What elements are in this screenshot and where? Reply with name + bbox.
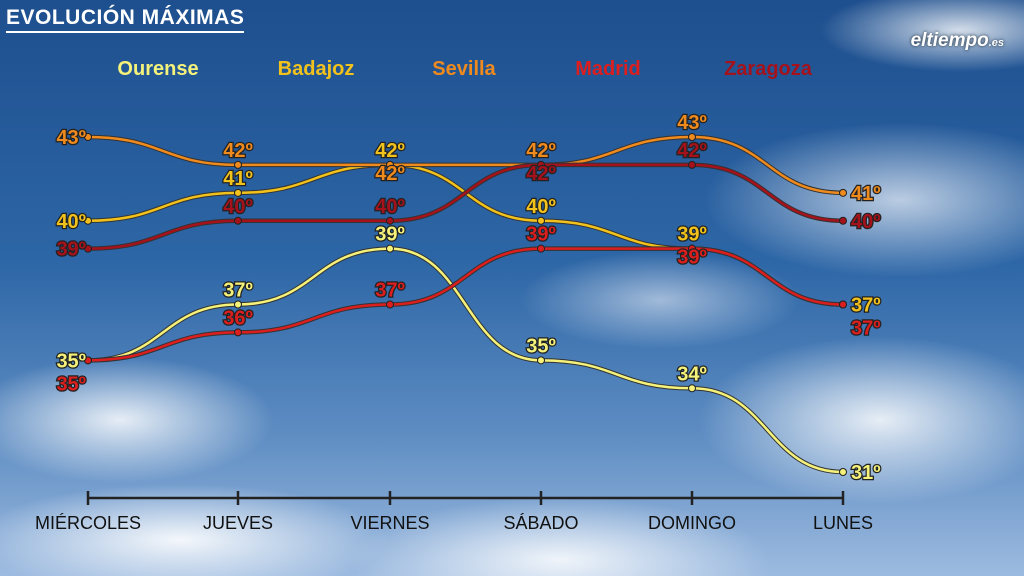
series-outline <box>87 162 844 307</box>
legend-badajoz: Badajoz <box>278 58 355 80</box>
data-label-sevilla: 42º <box>223 140 253 162</box>
data-label-badajoz: 40º <box>56 211 86 233</box>
data-point <box>839 468 847 476</box>
data-point <box>84 216 92 225</box>
data-point <box>386 244 394 253</box>
data-label-sevilla: 42º <box>375 163 405 185</box>
legend-zaragoza: Zaragoza <box>724 58 813 80</box>
x-tick-label: DOMINGO <box>648 513 736 533</box>
data-point <box>537 244 545 253</box>
data-label-badajoz: 42º <box>375 140 405 162</box>
data-label-zaragoza: 40º <box>375 196 405 218</box>
data-label-zaragoza: 40º <box>851 211 881 233</box>
data-label-madrid: 35º <box>56 373 86 395</box>
legend-madrid: Madrid <box>575 58 641 80</box>
x-tick-label: SÁBADO <box>503 513 578 533</box>
data-label-sevilla: 41º <box>851 183 881 205</box>
page-title: EVOLUCIÓN MÁXIMAS <box>6 6 245 33</box>
data-point <box>537 160 545 169</box>
data-point <box>688 160 696 169</box>
legend-sevilla: Sevilla <box>432 58 496 80</box>
data-label-madrid: 37º <box>375 280 405 302</box>
data-label-madrid: 39º <box>526 224 556 246</box>
series-line-sevilla <box>87 135 844 195</box>
data-label-zaragoza: 42º <box>526 163 556 185</box>
data-label-ourense: 35º <box>526 335 556 357</box>
data-point <box>839 300 847 309</box>
data-label-badajoz: 40º <box>526 196 556 218</box>
series-line-zaragoza <box>87 163 844 250</box>
data-point <box>234 328 242 337</box>
logo-text: eltiempo <box>910 30 989 51</box>
series-outline <box>87 246 844 475</box>
data-label-ourense: 35º <box>56 350 86 372</box>
data-label-madrid: 39º <box>677 247 707 269</box>
data-point <box>386 160 394 169</box>
data-label-ourense: 37º <box>223 280 253 302</box>
data-label-sevilla: 42º <box>526 140 556 162</box>
data-point <box>688 244 696 253</box>
data-label-ourense: 31º <box>851 462 881 484</box>
data-point <box>234 300 242 309</box>
data-label-zaragoza: 42º <box>677 140 707 162</box>
data-point <box>234 216 242 225</box>
series-line-madrid <box>87 247 844 362</box>
x-tick-label: LUNES <box>813 513 873 533</box>
data-point <box>234 188 242 197</box>
data-point <box>688 384 696 393</box>
data-label-madrid: 36º <box>223 307 253 329</box>
x-tick-label: MIÉRCOLES <box>35 513 141 533</box>
data-label-ourense: 34º <box>677 363 707 385</box>
series-line-badajoz <box>87 163 844 306</box>
data-label-badajoz: 39º <box>677 224 707 246</box>
data-point <box>839 188 847 197</box>
data-label-zaragoza: 40º <box>223 196 253 218</box>
data-point <box>688 133 696 141</box>
data-point <box>84 356 92 365</box>
series-outline <box>87 162 844 251</box>
data-point <box>839 216 847 225</box>
data-label-zaragoza: 39º <box>56 239 86 261</box>
x-tick-label: VIERNES <box>350 513 429 533</box>
logo: eltiempo.es <box>911 30 1004 52</box>
data-label-sevilla: 43º <box>56 127 86 149</box>
x-tick-label: JUEVES <box>203 513 273 533</box>
data-label-sevilla: 43º <box>677 112 707 134</box>
data-point <box>84 244 92 253</box>
series-line-ourense <box>87 247 844 474</box>
data-point <box>386 300 394 309</box>
data-label-badajoz: 37º <box>851 295 881 317</box>
data-point <box>386 216 394 225</box>
data-point <box>234 160 242 169</box>
data-point <box>537 356 545 365</box>
data-point <box>84 133 92 141</box>
logo-suffix: .es <box>988 37 1004 49</box>
data-label-ourense: 39º <box>375 224 405 246</box>
data-label-madrid: 37º <box>851 318 881 340</box>
data-label-badajoz: 41º <box>223 168 253 190</box>
data-point <box>537 216 545 225</box>
legend-ourense: Ourense <box>117 58 198 80</box>
